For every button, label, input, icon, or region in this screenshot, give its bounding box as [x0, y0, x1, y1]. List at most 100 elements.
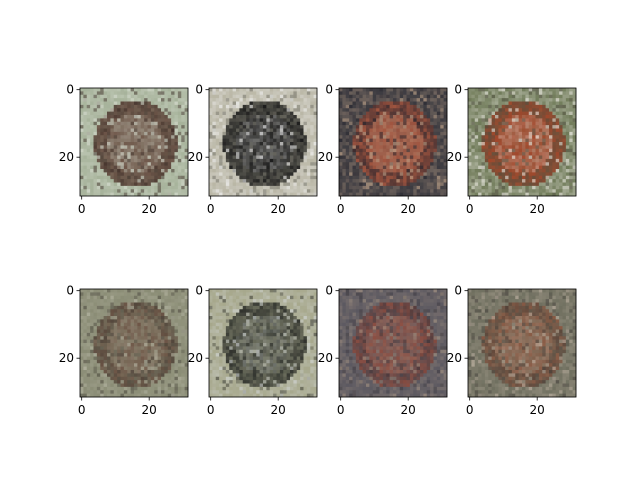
image-pixel [296, 98, 301, 102]
image-pixel [501, 169, 506, 173]
image-pixel [495, 169, 499, 173]
image-pixel [549, 189, 553, 193]
image-pixel [306, 179, 311, 183]
image-pixel [505, 88, 509, 92]
image-pixel [484, 158, 489, 163]
image-pixel [117, 142, 121, 146]
image-pixel [413, 192, 417, 197]
image-pixel [150, 309, 155, 313]
image-pixel [123, 322, 128, 327]
image-pixel [379, 125, 384, 129]
image-pixel [313, 125, 318, 129]
image-pixel [103, 121, 108, 126]
image-pixel [103, 326, 108, 330]
image-pixel [144, 169, 148, 173]
image-pixel [110, 169, 115, 173]
image-pixel [426, 128, 431, 133]
image-pixel [468, 104, 472, 109]
image-pixel [184, 165, 189, 170]
image-pixel [562, 165, 567, 170]
image-pixel [474, 172, 479, 177]
image-pixel [345, 169, 350, 173]
image-pixel [174, 343, 179, 347]
image-pixel [83, 142, 88, 146]
image-pixel [259, 125, 264, 129]
image-pixel [123, 165, 128, 170]
image-pixel [134, 366, 138, 371]
image-pixel [215, 115, 220, 119]
image-pixel [359, 98, 363, 102]
image-pixel [389, 175, 394, 180]
image-pixel [117, 128, 121, 133]
image-pixel [80, 158, 84, 163]
image-pixel [362, 101, 367, 106]
image-pixel [409, 142, 414, 146]
image-pixel [161, 172, 165, 177]
image-pixel [495, 115, 499, 119]
image-pixel [569, 142, 573, 146]
image-pixel [559, 175, 563, 180]
image-pixel [478, 192, 482, 197]
image-pixel [559, 182, 563, 187]
image-pixel [522, 108, 526, 112]
image-pixel [518, 115, 523, 119]
image-pixel [209, 118, 213, 123]
image-pixel [154, 312, 158, 317]
image-pixel [555, 169, 560, 173]
image-pixel [86, 332, 91, 337]
image-pixel [86, 370, 91, 374]
image-pixel [103, 192, 108, 197]
image-pixel [542, 135, 546, 139]
image-pixel [103, 142, 108, 146]
image-pixel [508, 104, 513, 109]
image-pixel [232, 158, 237, 163]
image-pixel [229, 128, 233, 133]
image-pixel [150, 339, 155, 344]
image-pixel [177, 299, 182, 303]
image-pixel [511, 158, 516, 163]
image-pixel [242, 148, 247, 153]
image-pixel [416, 175, 421, 180]
image-pixel [184, 138, 189, 143]
image-pixel [140, 346, 145, 351]
image-pixel [154, 94, 158, 99]
image-pixel [86, 88, 91, 92]
image-pixel [420, 121, 424, 126]
image-pixel [535, 192, 540, 197]
image-pixel [96, 142, 101, 146]
image-pixel [495, 88, 499, 92]
image-pixel [157, 292, 162, 297]
image-pixel [515, 91, 519, 96]
image-pixel [259, 128, 264, 133]
image-pixel [372, 128, 377, 133]
image-pixel [426, 98, 431, 102]
image-pixel [366, 152, 370, 156]
image-pixel [572, 179, 577, 183]
image-pixel [167, 138, 172, 143]
image-pixel [215, 179, 220, 183]
image-pixel [266, 128, 271, 133]
image-pixel [283, 115, 287, 119]
image-pixel [306, 101, 311, 106]
image-pixel [269, 115, 274, 119]
image-pixel [117, 309, 121, 313]
image-pixel [181, 162, 185, 166]
image-pixel [100, 359, 104, 364]
image-pixel [164, 356, 169, 361]
image-pixel [495, 189, 499, 193]
image-pixel [229, 131, 233, 136]
image-pixel [352, 98, 357, 102]
image-pixel [528, 169, 533, 173]
image-pixel [399, 131, 404, 136]
image-pixel [259, 142, 264, 146]
image-pixel [157, 332, 162, 337]
image-pixel [511, 118, 516, 123]
image-pixel [286, 91, 291, 96]
image-pixel [572, 155, 577, 160]
image-pixel [572, 158, 577, 163]
image-pixel [491, 189, 496, 193]
image-pixel [474, 135, 479, 139]
image-pixel [100, 98, 104, 102]
image-pixel [528, 104, 533, 109]
image-pixel [252, 111, 257, 116]
